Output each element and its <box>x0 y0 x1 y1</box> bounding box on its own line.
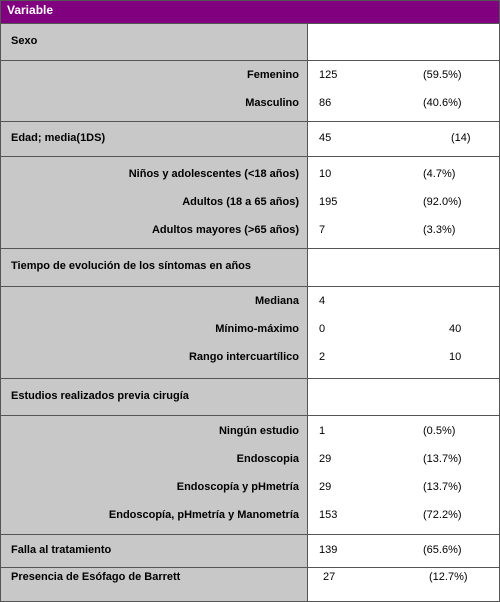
label-column <box>1 249 308 286</box>
section-edad: Edad; media(1DS) 45 (14) <box>1 121 499 156</box>
row-label: Edad; media(1DS) <box>11 132 106 144</box>
label-column <box>1 24 308 60</box>
row-label: Ningún estudio <box>218 425 299 437</box>
row-label: Endoscopía, pHmetría y Manometría <box>108 509 299 521</box>
section-estudios: Estudios realizados previa cirugía <box>1 378 499 415</box>
row-value-2: 10 <box>449 351 462 363</box>
row-count: 153 <box>319 509 338 521</box>
row-count: 86 <box>319 97 332 109</box>
row-percent: (59.5%) <box>423 69 462 81</box>
section-title-estudios: Estudios realizados previa cirugía <box>11 390 189 402</box>
row-value-2: 40 <box>449 323 462 335</box>
row-percent: (0.5%) <box>423 425 456 437</box>
table-header: Variable <box>1 1 499 23</box>
row-count: 10 <box>319 168 332 180</box>
label-column <box>1 122 308 156</box>
row-count: 1 <box>319 425 326 437</box>
label-column <box>1 568 308 601</box>
row-label: Adultos (18 a 65 años) <box>182 196 299 208</box>
section-estudios-values: Ningún estudio 1 (0.5%) Endoscopia 29 (1… <box>1 415 499 534</box>
row-count: 7 <box>319 224 326 236</box>
row-percent: (4.7%) <box>423 168 456 180</box>
section-barrett: Presencia de Esófago de Barrett 27 (12.7… <box>1 567 499 601</box>
row-percent: (65.6%) <box>423 544 462 556</box>
section-tiempo-values: Mediana 4 Mínimo-máximo 0 40 Rango inter… <box>1 286 499 378</box>
row-count: 125 <box>319 69 338 81</box>
row-count: 139 <box>319 544 338 556</box>
section-title-tiempo: Tiempo de evolución de los síntomas en a… <box>11 260 252 272</box>
section-sexo-values: Femenino 125 (59.5%) Masculino 86 (40.6%… <box>1 60 499 121</box>
row-label: Presencia de Esófago de Barrett <box>11 571 181 583</box>
row-value-1: 4 <box>319 295 326 307</box>
section-title-sexo: Sexo <box>11 35 38 47</box>
row-label: Endoscopía y pHmetría <box>176 481 299 493</box>
row-label: Niños y adolescentes (<18 años) <box>128 168 299 180</box>
header-variable: Variable <box>7 3 54 17</box>
section-tiempo: Tiempo de evolución de los síntomas en a… <box>1 248 499 286</box>
row-count: 27 <box>323 571 336 583</box>
row-label: Endoscopia <box>236 453 299 465</box>
row-count: 29 <box>319 481 332 493</box>
row-percent: (72.2%) <box>423 509 462 521</box>
row-label: Mediana <box>254 295 299 307</box>
section-edad-grupos: Niños y adolescentes (<18 años) 10 (4.7%… <box>1 156 499 248</box>
label-column <box>1 61 308 121</box>
row-count: 195 <box>319 196 338 208</box>
row-label: Masculino <box>245 97 299 109</box>
row-sd: (14) <box>451 132 471 144</box>
row-value-1: 0 <box>319 323 326 335</box>
label-column <box>1 379 308 415</box>
row-value-1: 2 <box>319 351 326 363</box>
row-percent: (13.7%) <box>423 481 462 493</box>
row-label: Falla al tratamiento <box>11 544 112 556</box>
row-percent: (3.3%) <box>423 224 456 236</box>
row-mean: 45 <box>319 132 332 144</box>
label-column <box>1 535 308 567</box>
row-label: Mínimo-máximo <box>215 323 299 335</box>
row-percent: (13.7%) <box>423 453 462 465</box>
label-column <box>1 416 308 534</box>
row-label: Rango intercuartílico <box>188 351 299 363</box>
row-label: Femenino <box>247 69 299 81</box>
row-percent: (92.0%) <box>423 196 462 208</box>
row-percent: (12.7%) <box>429 571 468 583</box>
row-percent: (40.6%) <box>423 97 462 109</box>
row-count: 29 <box>319 453 332 465</box>
section-falla: Falla al tratamiento 139 (65.6%) <box>1 534 499 567</box>
section-sexo: Sexo <box>1 23 499 60</box>
label-column <box>1 287 308 378</box>
row-label: Adultos mayores (>65 años) <box>151 224 299 236</box>
label-column <box>1 157 308 248</box>
